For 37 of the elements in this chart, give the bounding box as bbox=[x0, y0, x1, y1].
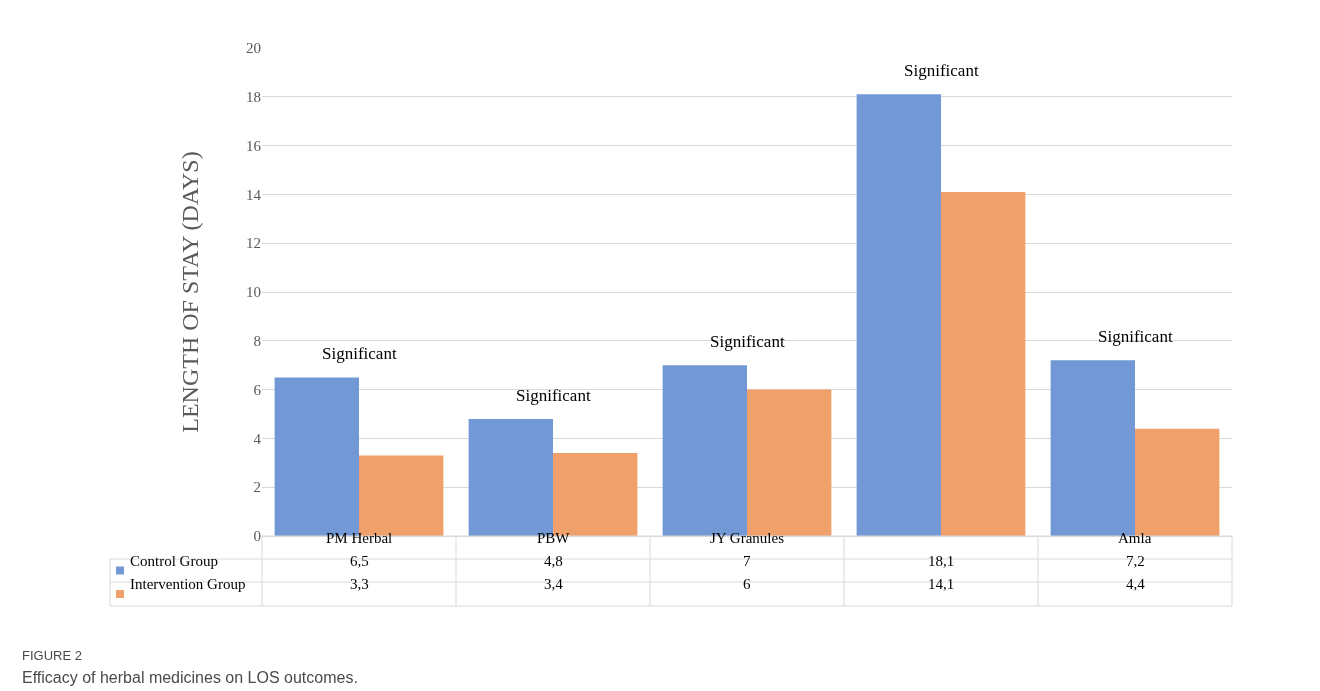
x-tick-label: Amla bbox=[1118, 530, 1152, 546]
data-label: 6,5 bbox=[350, 553, 369, 569]
x-tick-label: PM Herbal bbox=[326, 530, 393, 546]
y-tick-label: 14 bbox=[246, 186, 262, 203]
y-tick-label: 20 bbox=[246, 40, 261, 57]
y-tick-label: 0 bbox=[253, 528, 261, 545]
caption: FIGURE 2 bbox=[22, 648, 82, 663]
annotation: Significant bbox=[710, 332, 785, 351]
y-tick-label: 16 bbox=[246, 137, 262, 154]
y-tick-label: 12 bbox=[246, 235, 261, 252]
annotation: Significant bbox=[1098, 327, 1173, 346]
annotation: Significant bbox=[516, 386, 591, 405]
bar bbox=[941, 191, 1026, 536]
x-tick-label: JY Granules bbox=[710, 530, 785, 546]
bar bbox=[856, 94, 941, 536]
x-tick-label: PBW bbox=[537, 530, 571, 546]
data-label: 3,3 bbox=[350, 576, 369, 592]
y-tick-label: 4 bbox=[253, 430, 262, 447]
y-tick-label: 10 bbox=[246, 284, 261, 301]
data-label: 18,1 bbox=[928, 553, 955, 569]
annotation: Significant bbox=[322, 344, 397, 363]
data-label: 7 bbox=[743, 553, 751, 569]
data-label: 6 bbox=[743, 576, 751, 592]
text: Efficacy of herbal medicines on LOS outcomes. bbox=[22, 669, 358, 686]
data-label: 4,8 bbox=[544, 553, 563, 569]
legend-label: Intervention Group bbox=[130, 576, 246, 592]
y-tick-label: 8 bbox=[253, 333, 261, 350]
y-axis-title: LENGTH OF STAY (DAYS) bbox=[177, 151, 204, 433]
data-label: 7,2 bbox=[1126, 553, 1145, 569]
data-label: 14,1 bbox=[928, 576, 955, 592]
data-label: 4,4 bbox=[1126, 576, 1146, 592]
y-tick-label: 18 bbox=[246, 89, 261, 106]
annotation: Significant bbox=[904, 61, 979, 80]
y-tick-label: 2 bbox=[253, 479, 261, 496]
y-tick-label: 6 bbox=[253, 381, 262, 398]
legend-label: Control Group bbox=[130, 553, 218, 569]
data-label: 3,4 bbox=[544, 576, 564, 592]
